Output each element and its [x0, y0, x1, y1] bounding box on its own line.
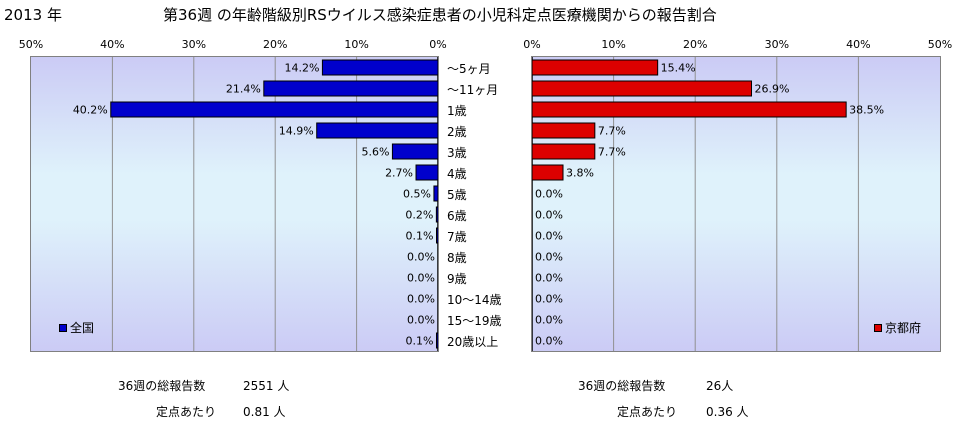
bar-value-label: 0.0%	[535, 293, 563, 306]
x-tick-label: 30%	[764, 38, 790, 51]
bar-value-label: 0.0%	[407, 251, 435, 264]
category-label: 7歳	[447, 229, 467, 244]
national-reports-value: 2551 人	[243, 379, 290, 393]
bar	[321, 59, 438, 76]
national-per-site-label: 定点あたり	[156, 405, 217, 419]
kyoto-reports-value: 26人	[706, 379, 734, 393]
chart-year: 2013 年	[4, 6, 62, 24]
bar-value-label: 14.9%	[279, 125, 314, 138]
x-tick-label: 20%	[262, 38, 288, 51]
bar	[532, 59, 659, 76]
bar-value-label: 3.8%	[566, 167, 594, 180]
national-plot-area: 14.2% 21.4% 40.2% 14.9% 5.6% 2.7% 0.5% 0.2% 0.1%…	[30, 56, 439, 352]
bar-value-label: 0.1%	[406, 230, 434, 243]
bar-value-label: 2.7%	[385, 167, 413, 180]
bar	[532, 143, 596, 160]
kyoto-bars: 15.4%26.9%38.5%7.7%7.7%3.8%0.0%0.0%0.0%0…	[532, 57, 884, 351]
bar	[436, 332, 438, 349]
category-label: 10～14歳	[447, 292, 502, 307]
bar-value-label: 0.0%	[535, 251, 563, 264]
bar-value-label: 21.4%	[226, 83, 261, 96]
bar-value-label: 40.2%	[73, 104, 108, 117]
chart-title: 第36週 の年齢階級別RSウイルス感染症患者の小児科定点医療機関からの報告割合	[163, 6, 717, 24]
bar	[415, 164, 438, 181]
bar	[316, 122, 438, 139]
category-label: 6歳	[447, 208, 467, 223]
bar-value-label: 0.2%	[405, 209, 433, 222]
bar-value-label: 14.2%	[284, 62, 319, 75]
national-legend-swatch	[59, 323, 67, 332]
national-per-site-value: 0.81 人	[243, 405, 286, 419]
x-tick-label: 20%	[682, 38, 708, 51]
category-label: ～11ヶ月	[447, 82, 499, 97]
national-bars: 14.2% 21.4% 40.2% 14.9% 5.6% 2.7% 0.5% 0.2% 0.1%…	[73, 57, 438, 351]
bar-value-label: 7.7%	[598, 146, 626, 159]
category-label: 2歳	[447, 124, 467, 139]
category-label: 8歳	[447, 250, 467, 265]
bar	[532, 164, 564, 181]
bar	[263, 80, 438, 97]
kyoto-legend-label: 京都府	[885, 321, 922, 335]
national-reports-label: 36週の総報告数	[118, 379, 206, 393]
category-label: 5歳	[447, 187, 467, 202]
category-label: 15～19歳	[447, 313, 502, 328]
bar	[532, 122, 596, 139]
x-tick-label: 40%	[846, 38, 871, 51]
bar-value-label: 0.0%	[535, 335, 563, 348]
bar	[532, 80, 753, 97]
bar	[435, 206, 438, 223]
kyoto-legend-swatch	[874, 323, 882, 332]
kyoto-legend: 京都府	[874, 319, 921, 336]
bar-value-label: 0.5%	[403, 188, 431, 201]
kyoto-per-site-label: 定点あたり	[617, 405, 678, 419]
category-label: 20歳以上	[447, 334, 499, 349]
category-label: 4歳	[447, 166, 467, 181]
bar-value-label: 0.0%	[535, 272, 563, 285]
bar-value-label: 0.0%	[407, 314, 435, 327]
bar-value-label: 0.0%	[407, 293, 435, 306]
kyoto-per-site-value: 0.36 人	[706, 405, 749, 419]
bar-value-label: 38.5%	[849, 104, 884, 117]
bar-value-label: 0.0%	[407, 272, 435, 285]
category-label: 9歳	[447, 271, 467, 286]
bar	[532, 101, 847, 118]
national-legend: 全国	[59, 319, 94, 336]
kyoto-reports-label: 36週の総報告数	[578, 379, 666, 393]
bar	[433, 185, 438, 202]
bar-value-label: 0.0%	[535, 314, 563, 327]
x-tick-label: 0%	[523, 38, 541, 51]
bar-value-label: 0.1%	[406, 335, 434, 348]
bar	[110, 101, 438, 118]
x-tick-label: 0%	[429, 38, 447, 51]
bar-value-label: 15.4%	[661, 62, 696, 75]
national-legend-label: 全国	[70, 321, 95, 335]
bar-value-label: 0.0%	[535, 188, 563, 201]
x-tick-label: 40%	[100, 38, 125, 51]
bar-value-label: 26.9%	[755, 83, 790, 96]
x-tick-label: 50%	[18, 38, 44, 51]
x-tick-label: 30%	[181, 38, 207, 51]
x-tick-label: 10%	[601, 38, 626, 51]
bar	[436, 227, 438, 244]
bar-value-label: 7.7%	[598, 125, 626, 138]
category-label: 3歳	[447, 145, 467, 160]
bar	[391, 143, 438, 160]
bar-value-label: 0.0%	[535, 209, 563, 222]
category-label: ～5ヶ月	[447, 61, 491, 76]
bar-value-label: 0.0%	[535, 230, 563, 243]
x-tick-label: 50%	[927, 38, 953, 51]
bar-value-label: 5.6%	[361, 146, 389, 159]
x-tick-label: 10%	[344, 38, 369, 51]
kyoto-plot-area: 15.4% 26.9% 38.5% 7.7% 7.7% 3.8% 0.0% 0.0% 0.0% 0…	[531, 56, 941, 352]
category-label: 1歳	[447, 103, 467, 118]
